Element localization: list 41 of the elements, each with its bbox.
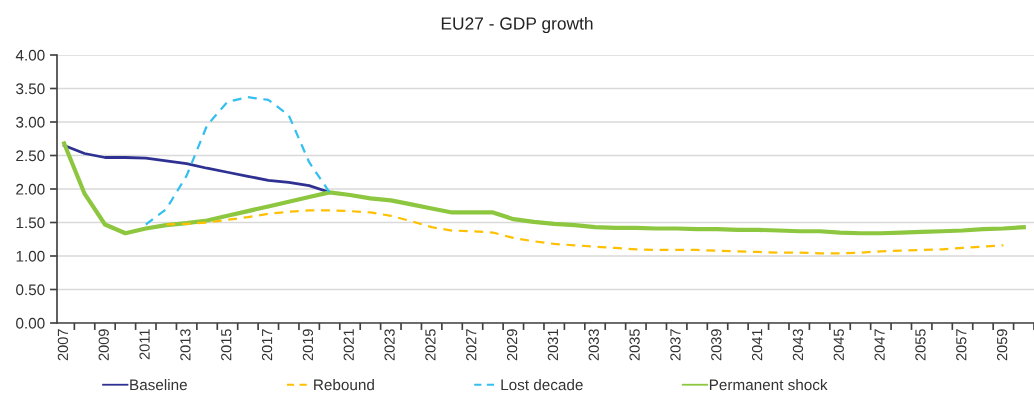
x-tick-label: 2025 bbox=[425, 329, 436, 361]
x-tick-label: 2031 bbox=[547, 329, 559, 361]
legend-label: Baseline bbox=[130, 379, 187, 391]
y-tick-label: 3.00 bbox=[16, 116, 45, 128]
x-tick-label: 2037 bbox=[670, 329, 681, 361]
x-tick-label: 2055 bbox=[915, 329, 926, 361]
x-tick-label: 2013 bbox=[180, 329, 191, 361]
x-tick-label: 2011 bbox=[139, 329, 150, 360]
x-tick-label: 2041 bbox=[751, 329, 763, 361]
legend-label: Rebound bbox=[314, 379, 374, 391]
line-series bbox=[165, 209, 1005, 255]
line-series bbox=[144, 96, 331, 226]
y-tick-label: 2.50 bbox=[16, 150, 45, 162]
x-tick-label: 2033 bbox=[588, 329, 599, 361]
y-tick-label: 1.00 bbox=[16, 250, 45, 262]
y-tick-label: 0.00 bbox=[16, 317, 45, 329]
x-tick-label: 2035 bbox=[629, 329, 640, 361]
y-tick-label: 0.50 bbox=[16, 284, 45, 296]
legend-label: Lost decade bbox=[501, 379, 583, 391]
line-series bbox=[62, 141, 1026, 236]
x-tick-label: 2015 bbox=[221, 329, 232, 361]
x-tick-label: 2043 bbox=[792, 329, 804, 361]
y-tick-label: 3.50 bbox=[16, 83, 45, 95]
x-tick-label: 2017 bbox=[261, 329, 273, 361]
legend-label: Permanent shock bbox=[709, 379, 828, 391]
x-tick-label: 2027 bbox=[466, 329, 477, 361]
y-tick-label: 4.00 bbox=[15, 49, 45, 61]
x-tick-label: 2047 bbox=[874, 329, 885, 361]
x-tick-label: 2029 bbox=[506, 329, 518, 361]
x-tick-label: 2009 bbox=[98, 329, 109, 361]
x-tick-label: 2021 bbox=[343, 329, 354, 361]
chart-title: EU27 - GDP growth bbox=[441, 16, 593, 34]
x-tick-label: 2057 bbox=[956, 329, 967, 361]
y-tick-label: 1.50 bbox=[16, 217, 45, 229]
x-tick-label: 2023 bbox=[384, 329, 395, 361]
x-tick-label: 2019 bbox=[302, 329, 314, 361]
x-tick-label: 2007 bbox=[57, 329, 69, 361]
y-tick-label: 2.00 bbox=[16, 183, 45, 195]
x-tick-label: 2045 bbox=[833, 329, 844, 361]
x-tick-label: 2039 bbox=[711, 329, 722, 361]
x-tick-label: 2059 bbox=[996, 329, 1008, 361]
